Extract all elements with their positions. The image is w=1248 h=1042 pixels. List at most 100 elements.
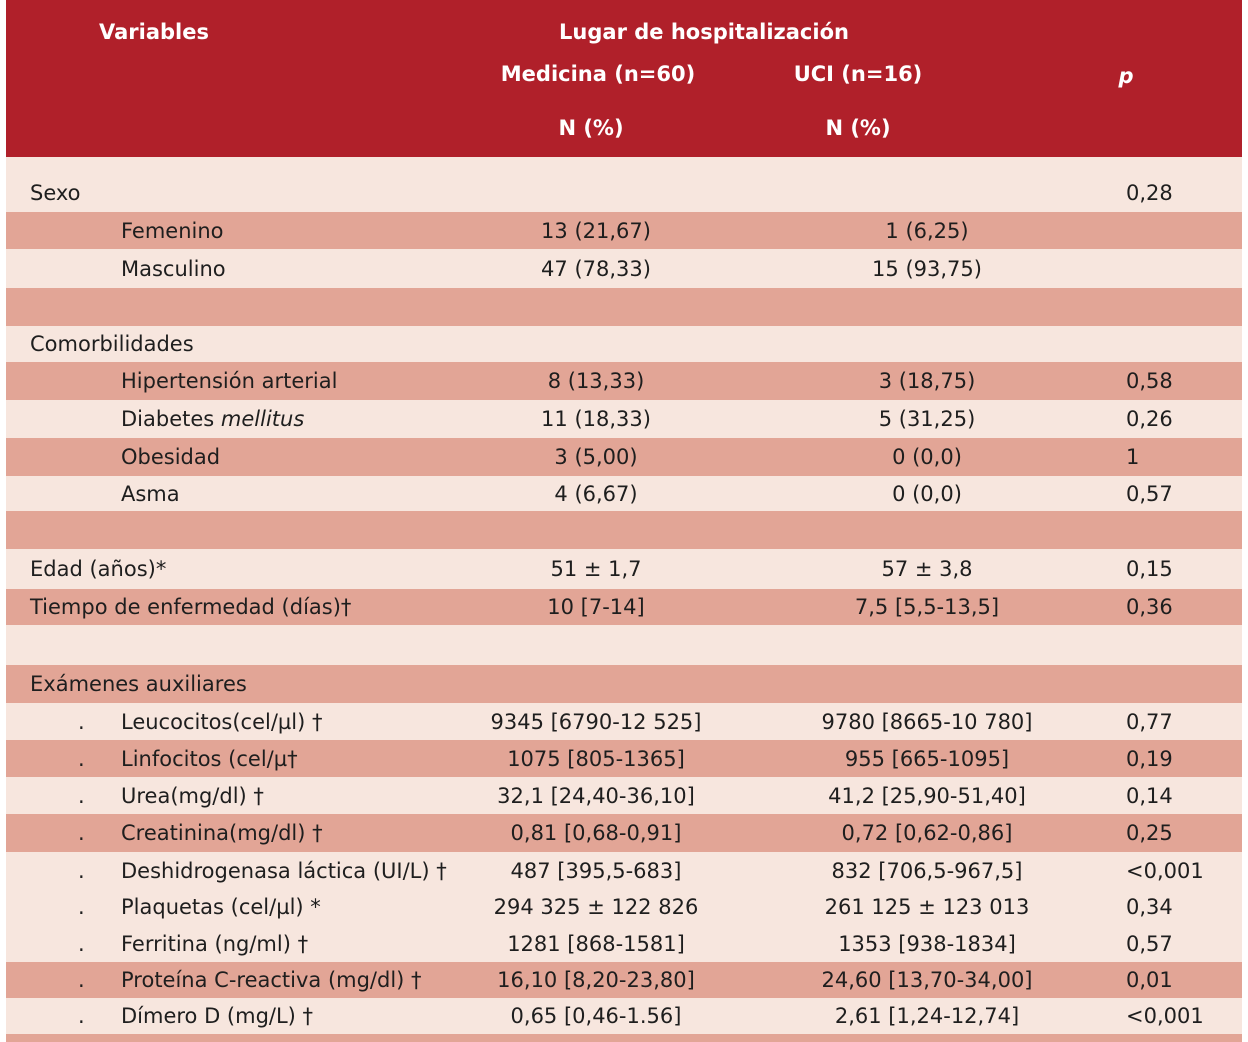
p-value: 1	[1126, 445, 1140, 469]
row-bullet: .	[78, 746, 85, 771]
spacer-row	[6, 625, 1242, 665]
row-label: Proteína C-reactiva (mg/dl) †	[121, 968, 422, 992]
medicina-value	[446, 665, 746, 703]
header-medicina: Medicina (n=60)	[500, 62, 696, 86]
uci-value: 2,61 [1,24-12,74]	[834, 1004, 1020, 1028]
p-value: 0,26	[1126, 407, 1173, 431]
row-label: Dímero D (mg/L) †	[121, 1004, 314, 1028]
row-label: Creatinina(mg/dl) †	[121, 821, 323, 845]
table-row: . Urea(mg/dl) † 32,1 [24,40-36,10] 41,2 [25…	[6, 777, 1242, 814]
uci-value	[752, 326, 1102, 362]
table-header: Variables Lugar de hospitalización Medic…	[6, 0, 1242, 157]
p-value: 0,57	[1126, 481, 1173, 506]
row-bullet: .	[78, 931, 85, 956]
medicina-value: 8 (13,33)	[547, 369, 645, 393]
table-row: Diabetes mellitus 11 (18,33) 5 (31,25) 0,26	[6, 400, 1242, 438]
row-label: Urea(mg/dl) †	[121, 783, 264, 808]
header-n-medicina: N (%)	[558, 116, 624, 140]
table-row: . Proteína C-reactiva (mg/dl) † 16,10 [8,2…	[6, 962, 1242, 998]
table-bottom-border	[6, 1034, 1242, 1042]
header-spacer	[6, 157, 1242, 173]
row-label: Exámenes auxiliares	[30, 672, 247, 696]
medicina-value: 13 (21,67)	[541, 218, 651, 243]
row-label: Tiempo de enfermedad (días)†	[30, 595, 352, 619]
p-value: 0,77	[1126, 709, 1173, 734]
table-row: Edad (años)* 51 ± 1,7 57 ± 3,8 0,15	[6, 549, 1242, 589]
header-p: p	[1118, 64, 1134, 88]
medicina-value: 1075 [805-1365]	[507, 746, 685, 771]
medicina-value: 9345 [6790-12 525]	[490, 709, 702, 734]
table-row: Femenino 13 (21,67) 1 (6,25)	[6, 212, 1242, 249]
data-table: Variables Lugar de hospitalización Medic…	[6, 0, 1242, 1042]
uci-value: 7,5 [5,5-13,5]	[854, 595, 1000, 619]
table-row: . Dímero D (mg/L) † 0,65 [0,46-1.56] 2,61 […	[6, 998, 1242, 1034]
uci-value: 5 (31,25)	[878, 407, 976, 431]
uci-value: 1 (6,25)	[885, 218, 969, 243]
p-value: 0,01	[1126, 968, 1173, 992]
spacer-row	[6, 288, 1242, 326]
medicina-value: 1281 [868-1581]	[507, 931, 685, 956]
uci-value: 15 (93,75)	[872, 256, 982, 281]
row-label-text: Diabetes	[121, 407, 221, 431]
medicina-value: 11 (18,33)	[541, 407, 651, 431]
row-label-italic: mellitus	[220, 407, 305, 431]
table-row: . Leucocitos(cel/µl) † 9345 [6790-12 525] 9…	[6, 703, 1242, 740]
uci-value: 261 125 ± 123 013	[824, 895, 1030, 919]
p-value: 0,19	[1126, 746, 1173, 771]
table-row: Comorbilidades	[6, 326, 1242, 362]
uci-value: 9780 [8665-10 780]	[821, 709, 1033, 734]
row-label: Ferritina (ng/ml) †	[121, 931, 309, 956]
medicina-value	[446, 173, 746, 212]
p-value: 0,34	[1126, 895, 1173, 919]
table-row: Obesidad 3 (5,00) 0 (0,0) 1	[6, 438, 1242, 476]
medicina-value: 10 [7-14]	[547, 595, 645, 619]
uci-value	[752, 173, 1102, 212]
table-row: Sexo 0,28	[6, 173, 1242, 212]
header-n-uci: N (%)	[825, 116, 891, 140]
uci-value: 1353 [938-1834]	[838, 931, 1016, 956]
uci-value: 0 (0,0)	[892, 481, 962, 506]
header-lugar: Lugar de hospitalización	[559, 20, 849, 44]
table-row: . Deshidrogenasa láctica (UI/L) † 487 [395…	[6, 852, 1242, 889]
row-label: Diabetes mellitus	[121, 400, 304, 438]
medicina-value	[446, 326, 746, 362]
p-value: 0,57	[1126, 931, 1173, 956]
row-bullet: .	[78, 783, 85, 808]
row-label: Plaquetas (cel/µl) *	[121, 895, 321, 919]
p-value: 0,36	[1126, 595, 1173, 619]
uci-value	[752, 665, 1102, 703]
row-label: Femenino	[121, 218, 224, 243]
p-value: 0,14	[1126, 783, 1173, 808]
medicina-value: 0,65 [0,46-1.56]	[510, 1004, 682, 1028]
uci-value: 0,72 [0,62-0,86]	[841, 821, 1013, 845]
uci-value: 24,60 [13,70-34,00]	[821, 968, 1033, 992]
medicina-value: 51 ± 1,7	[550, 557, 642, 581]
row-label: Comorbilidades	[30, 332, 194, 356]
table-row: . Plaquetas (cel/µl) * 294 325 ± 122 826 26…	[6, 889, 1242, 925]
p-value: 0,28	[1126, 180, 1173, 205]
p-value: 0,25	[1126, 821, 1173, 845]
table-row: . Creatinina(mg/dl) † 0,81 [0,68-0,91] 0,72…	[6, 814, 1242, 852]
uci-value: 955 [665-1095]	[844, 746, 1010, 771]
uci-value: 832 [706,5-967,5]	[831, 858, 1023, 883]
medicina-value: 0,81 [0,68-0,91]	[510, 821, 682, 845]
row-bullet: .	[78, 1004, 85, 1028]
spacer-row	[6, 511, 1242, 549]
row-label: Linfocitos (cel/µ†	[121, 746, 298, 771]
header-uci: UCI (n=16)	[793, 62, 923, 86]
row-label: Hipertensión arterial	[121, 369, 338, 393]
row-label: Deshidrogenasa láctica (UI/L) †	[121, 858, 447, 883]
row-label: Edad (años)*	[30, 557, 167, 581]
table-row: Tiempo de enfermedad (días)† 10 [7-14] 7,5…	[6, 589, 1242, 625]
row-bullet: .	[78, 858, 85, 883]
uci-value: 41,2 [25,90-51,40]	[828, 783, 1026, 808]
table-row: . Linfocitos (cel/µ† 1075 [805-1365] 955 [6…	[6, 740, 1242, 777]
medicina-value: 4 (6,67)	[554, 481, 638, 506]
row-label: Obesidad	[121, 445, 221, 469]
medicina-value: 32,1 [24,40-36,10]	[497, 783, 695, 808]
row-label: Leucocitos(cel/µl) †	[121, 709, 323, 734]
row-bullet: .	[78, 709, 85, 734]
table-row: Masculino 47 (78,33) 15 (93,75)	[6, 249, 1242, 288]
table-row: Asma 4 (6,67) 0 (0,0) 0,57	[6, 476, 1242, 511]
table-row: . Ferritina (ng/ml) † 1281 [868-1581] 1353 …	[6, 925, 1242, 962]
